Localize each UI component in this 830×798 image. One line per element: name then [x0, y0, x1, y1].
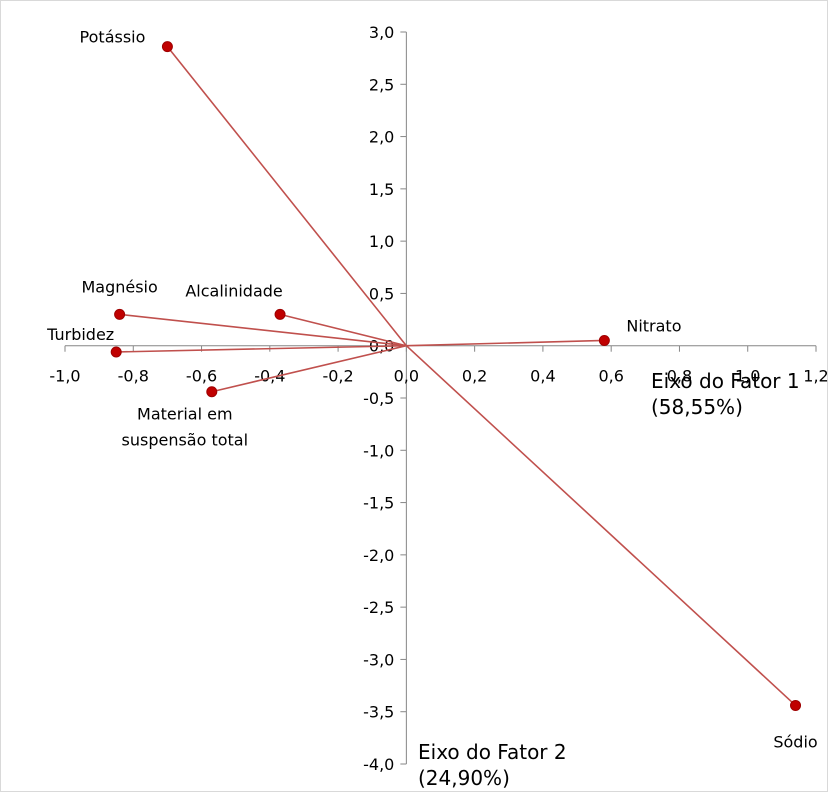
data-label: Material em — [137, 405, 233, 424]
x-tick-label: 0,0 — [394, 367, 419, 386]
x-tick-label: -0,4 — [254, 367, 285, 386]
x-tick-label: -0,2 — [322, 367, 353, 386]
data-point — [110, 346, 122, 358]
x-tick-label: 0,6 — [598, 367, 623, 386]
data-label: Magnésio — [81, 277, 157, 296]
y-tick-label: 3,0 — [369, 23, 394, 42]
loading-vector — [116, 344, 407, 353]
loading-vector — [406, 339, 605, 347]
data-point — [598, 334, 610, 346]
x-tick-label: -0,6 — [186, 367, 217, 386]
loading-vector — [166, 46, 407, 347]
y-tick-label: -2,0 — [363, 546, 394, 565]
y-tick-label: 2,5 — [369, 75, 394, 94]
x-tick-label: 1,2 — [803, 367, 828, 386]
y-tick-label: -1,5 — [363, 494, 394, 513]
data-label: Sódio — [773, 732, 817, 751]
data-point — [274, 308, 286, 320]
loading-vector — [119, 313, 407, 347]
y-tick-label: 0,5 — [369, 284, 394, 303]
x-tick-label: -0,8 — [118, 367, 149, 386]
data-label: suspensão total — [122, 431, 249, 450]
y-tick-label: 2,0 — [369, 128, 394, 147]
point-labels: Potássio Magnésio Alcalinidade Turbidez Mate… — [46, 28, 818, 752]
y-tick-label: -3,0 — [363, 650, 394, 669]
loading-vector — [405, 345, 797, 707]
data-label: Alcalinidade — [185, 281, 282, 300]
y-tick-label: -3,5 — [363, 703, 394, 722]
data-point — [790, 699, 802, 711]
y-tick-label: -1,0 — [363, 441, 394, 460]
data-label: Potássio — [80, 28, 146, 47]
x-tick-label: 0,4 — [530, 367, 555, 386]
y-axis-ticks: 3,02,52,01,51,00,50,0-0,5-1,0-1,5-2,0-2,… — [363, 23, 407, 774]
x-axis-ticks: -1,0 -0,8 -0,6 -0,4 -0,2 0,0 0,2 0,4 0,6 0,8 1,0 1,… — [49, 345, 829, 386]
y-tick-label: -0,5 — [363, 389, 394, 408]
x-tick-label: 0,8 — [667, 367, 692, 386]
y-axis-title: Eixo do Fator 2 — [418, 740, 567, 764]
data-label: Turbidez — [46, 325, 114, 344]
x-tick-label: 1,0 — [735, 367, 760, 386]
loading-vector — [279, 313, 407, 347]
y-tick-label: -2,5 — [363, 598, 394, 617]
loading-vector — [211, 344, 407, 393]
x-tick-label: 0,2 — [462, 367, 487, 386]
data-point — [161, 41, 173, 53]
x-tick-label: -1,0 — [49, 367, 80, 386]
loading-vectors — [116, 46, 797, 707]
x-axis-title: Eixo do Fator 1 — [651, 369, 800, 393]
data-point — [206, 386, 218, 398]
y-tick-label: -4,0 — [363, 755, 394, 774]
data-label: Nitrato — [626, 316, 681, 335]
y-axis-title-percent: (24,90%) — [418, 766, 510, 790]
y-tick-label: 1,0 — [369, 232, 394, 251]
y-tick-label: 1,5 — [369, 180, 394, 199]
x-axis-title-percent: (58,55%) — [651, 395, 743, 419]
data-point — [114, 308, 126, 320]
loading-markers — [110, 41, 802, 711]
